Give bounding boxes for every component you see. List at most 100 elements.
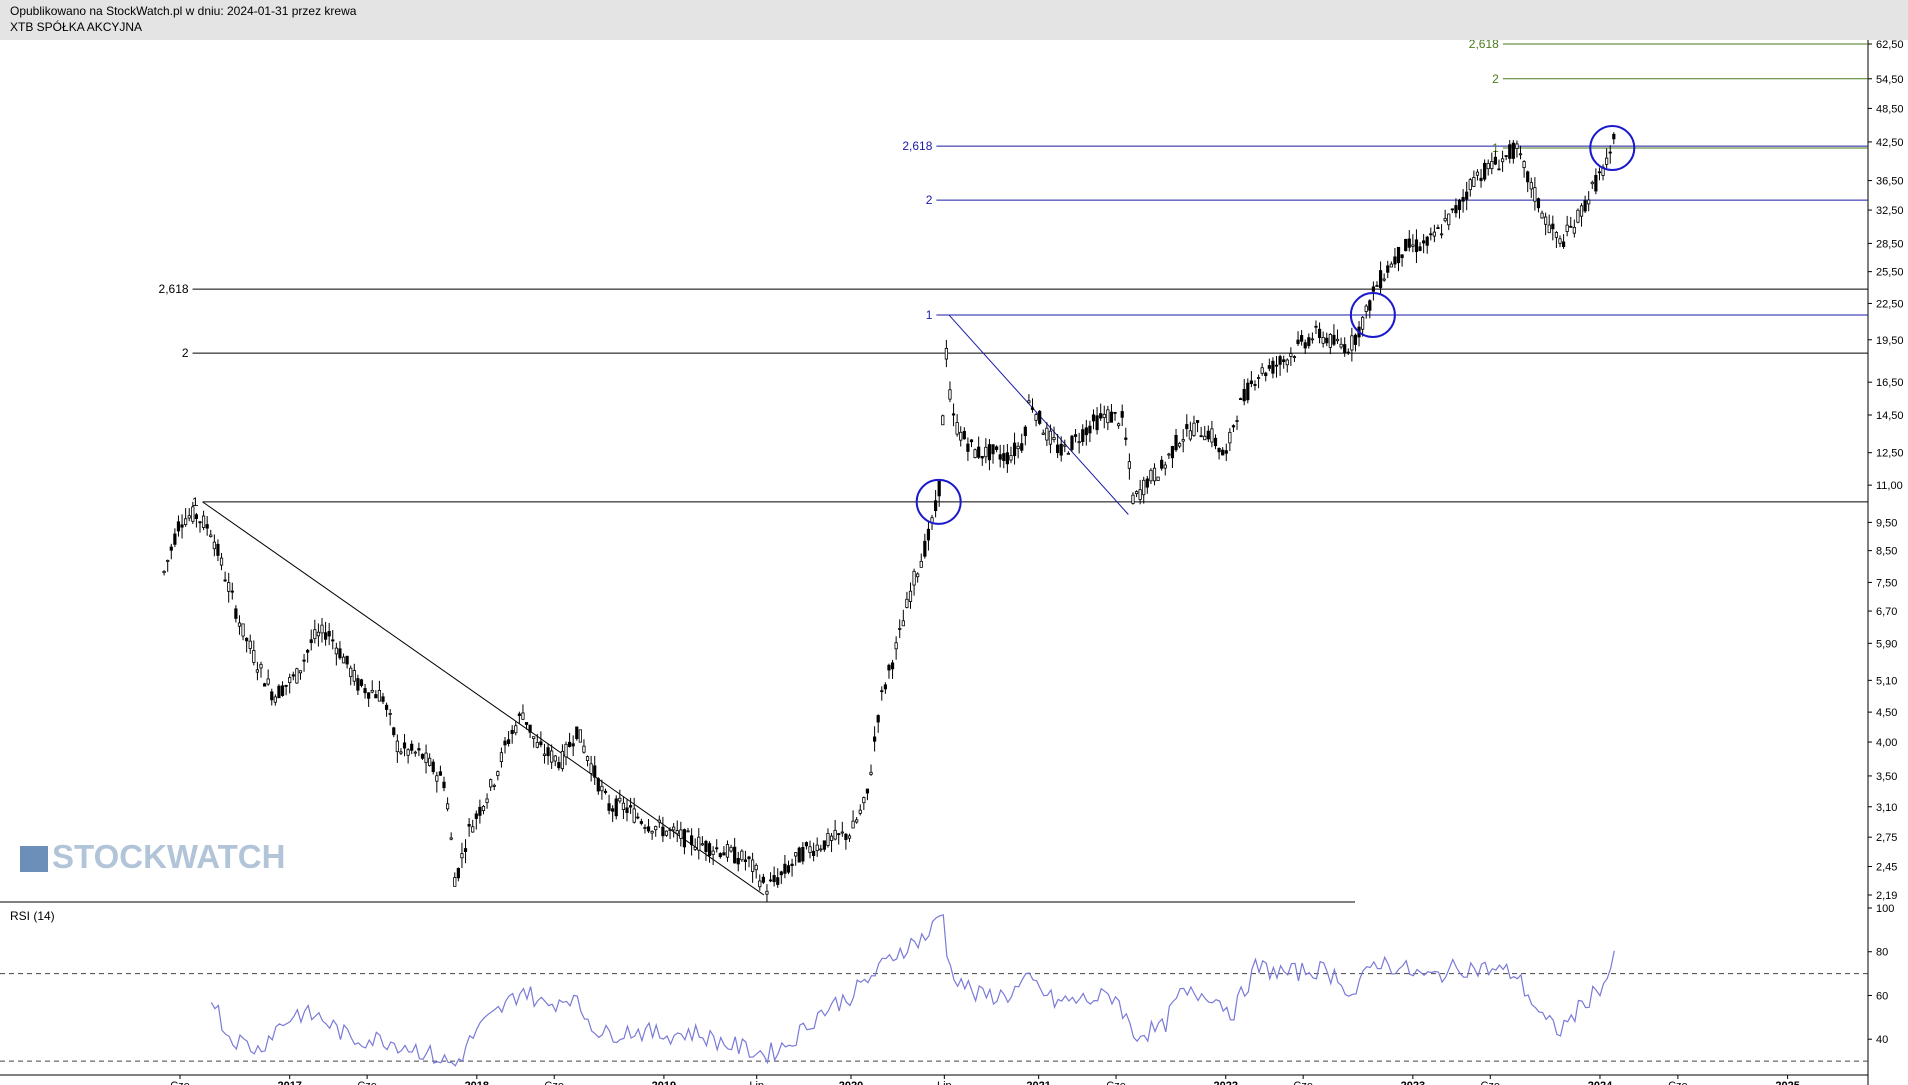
candle-body bbox=[761, 876, 765, 883]
price-tick-label: 62,50 bbox=[1876, 40, 1904, 51]
candle-body bbox=[1335, 338, 1340, 342]
candle-body bbox=[1066, 452, 1070, 455]
candle-body bbox=[1020, 443, 1024, 451]
candle-body bbox=[1350, 335, 1354, 351]
candle-body bbox=[923, 540, 927, 557]
candle-body bbox=[399, 751, 403, 754]
candle-body bbox=[815, 844, 819, 851]
candle-body bbox=[790, 863, 794, 866]
candle-body bbox=[1382, 278, 1386, 281]
candle-body bbox=[532, 736, 536, 739]
candle-body bbox=[869, 771, 873, 775]
breakout-circle bbox=[915, 478, 962, 525]
time-tick-label: 2025 bbox=[1775, 1080, 1799, 1085]
candle-body bbox=[1443, 218, 1447, 222]
candle-body bbox=[783, 863, 787, 874]
candle-body bbox=[718, 853, 722, 858]
time-tick-label: 2022 bbox=[1214, 1080, 1238, 1085]
time-tick-label: 2023 bbox=[1401, 1080, 1425, 1085]
candle-body bbox=[578, 729, 582, 743]
candle-body bbox=[410, 743, 414, 751]
candle-body bbox=[628, 805, 633, 808]
candle-body bbox=[1045, 427, 1049, 441]
candle-body bbox=[564, 743, 568, 758]
candle-body bbox=[1325, 337, 1329, 344]
breakout-circle bbox=[1589, 124, 1636, 171]
candle-body bbox=[987, 444, 992, 461]
price-tick-label: 4,50 bbox=[1876, 707, 1897, 719]
candle-body bbox=[485, 798, 489, 804]
candle-body bbox=[1027, 400, 1031, 404]
candle-body bbox=[1447, 213, 1451, 226]
candle-body bbox=[460, 853, 464, 859]
chart-canvas[interactable]: 62,5054,5048,5042,5036,5032,5028,5025,50… bbox=[0, 40, 1908, 1085]
candle-body bbox=[797, 847, 801, 863]
candle-body bbox=[722, 852, 726, 856]
candle-body bbox=[388, 713, 392, 715]
candle-body bbox=[829, 835, 834, 841]
candle-body bbox=[474, 813, 478, 819]
candle-body bbox=[219, 557, 224, 566]
candle-body bbox=[905, 598, 909, 608]
candle-body bbox=[1497, 168, 1501, 171]
candle-body bbox=[180, 524, 184, 528]
candle-body bbox=[334, 647, 338, 655]
time-tick-label: Cze bbox=[1106, 1080, 1126, 1085]
candle-body bbox=[363, 688, 367, 694]
candle-body bbox=[855, 819, 859, 823]
candle-body bbox=[1271, 360, 1275, 374]
candle-body bbox=[194, 514, 199, 519]
candle-body bbox=[1095, 415, 1099, 431]
candle-body bbox=[995, 446, 999, 450]
candle-body bbox=[733, 846, 737, 864]
candle-body bbox=[262, 683, 267, 687]
price-tick-label: 36,50 bbox=[1876, 176, 1904, 188]
candle-body bbox=[1012, 442, 1017, 457]
candle-body bbox=[984, 446, 988, 458]
candle-body bbox=[1160, 459, 1164, 469]
candle-body bbox=[1404, 238, 1408, 252]
candle-body bbox=[1544, 216, 1548, 225]
candle-body bbox=[1038, 410, 1042, 424]
candle-body bbox=[1400, 254, 1404, 259]
candle-body bbox=[313, 629, 317, 640]
candle-body bbox=[539, 741, 543, 746]
candle-body bbox=[377, 689, 382, 702]
candle-body bbox=[833, 829, 837, 840]
candle-body bbox=[1249, 380, 1253, 384]
candle-body bbox=[611, 808, 615, 812]
candle-body bbox=[873, 736, 877, 742]
candle-body bbox=[162, 570, 166, 574]
candle-body bbox=[571, 743, 575, 747]
candle-body bbox=[230, 590, 234, 593]
candle-body bbox=[1145, 478, 1149, 488]
candle-body bbox=[255, 669, 260, 673]
candle-body bbox=[1307, 337, 1311, 347]
candle-body bbox=[435, 775, 439, 782]
price-tick-label: 2,45 bbox=[1876, 862, 1897, 874]
candle-body bbox=[209, 534, 213, 537]
candle-body bbox=[1547, 224, 1551, 234]
candle-body bbox=[1246, 382, 1250, 401]
candle-body bbox=[535, 742, 539, 748]
candle-body bbox=[528, 724, 532, 733]
candle-body bbox=[341, 656, 346, 664]
candle-body bbox=[503, 740, 507, 746]
candle-body bbox=[865, 788, 870, 794]
candle-body bbox=[1346, 351, 1350, 354]
candle-body bbox=[259, 663, 263, 669]
candle-body bbox=[980, 455, 984, 459]
candle-body bbox=[944, 347, 948, 360]
candle-body bbox=[765, 890, 769, 895]
candle-body bbox=[1088, 425, 1092, 434]
candle-body bbox=[751, 859, 755, 872]
candle-body bbox=[438, 771, 443, 776]
candle-body bbox=[779, 871, 783, 876]
candle-body bbox=[1300, 335, 1304, 342]
candle-body bbox=[675, 830, 679, 835]
candle-body bbox=[352, 670, 356, 682]
candle-body bbox=[1056, 444, 1060, 454]
candle-body bbox=[772, 875, 776, 883]
candle-body bbox=[1454, 205, 1458, 214]
candle-body bbox=[1023, 426, 1027, 437]
